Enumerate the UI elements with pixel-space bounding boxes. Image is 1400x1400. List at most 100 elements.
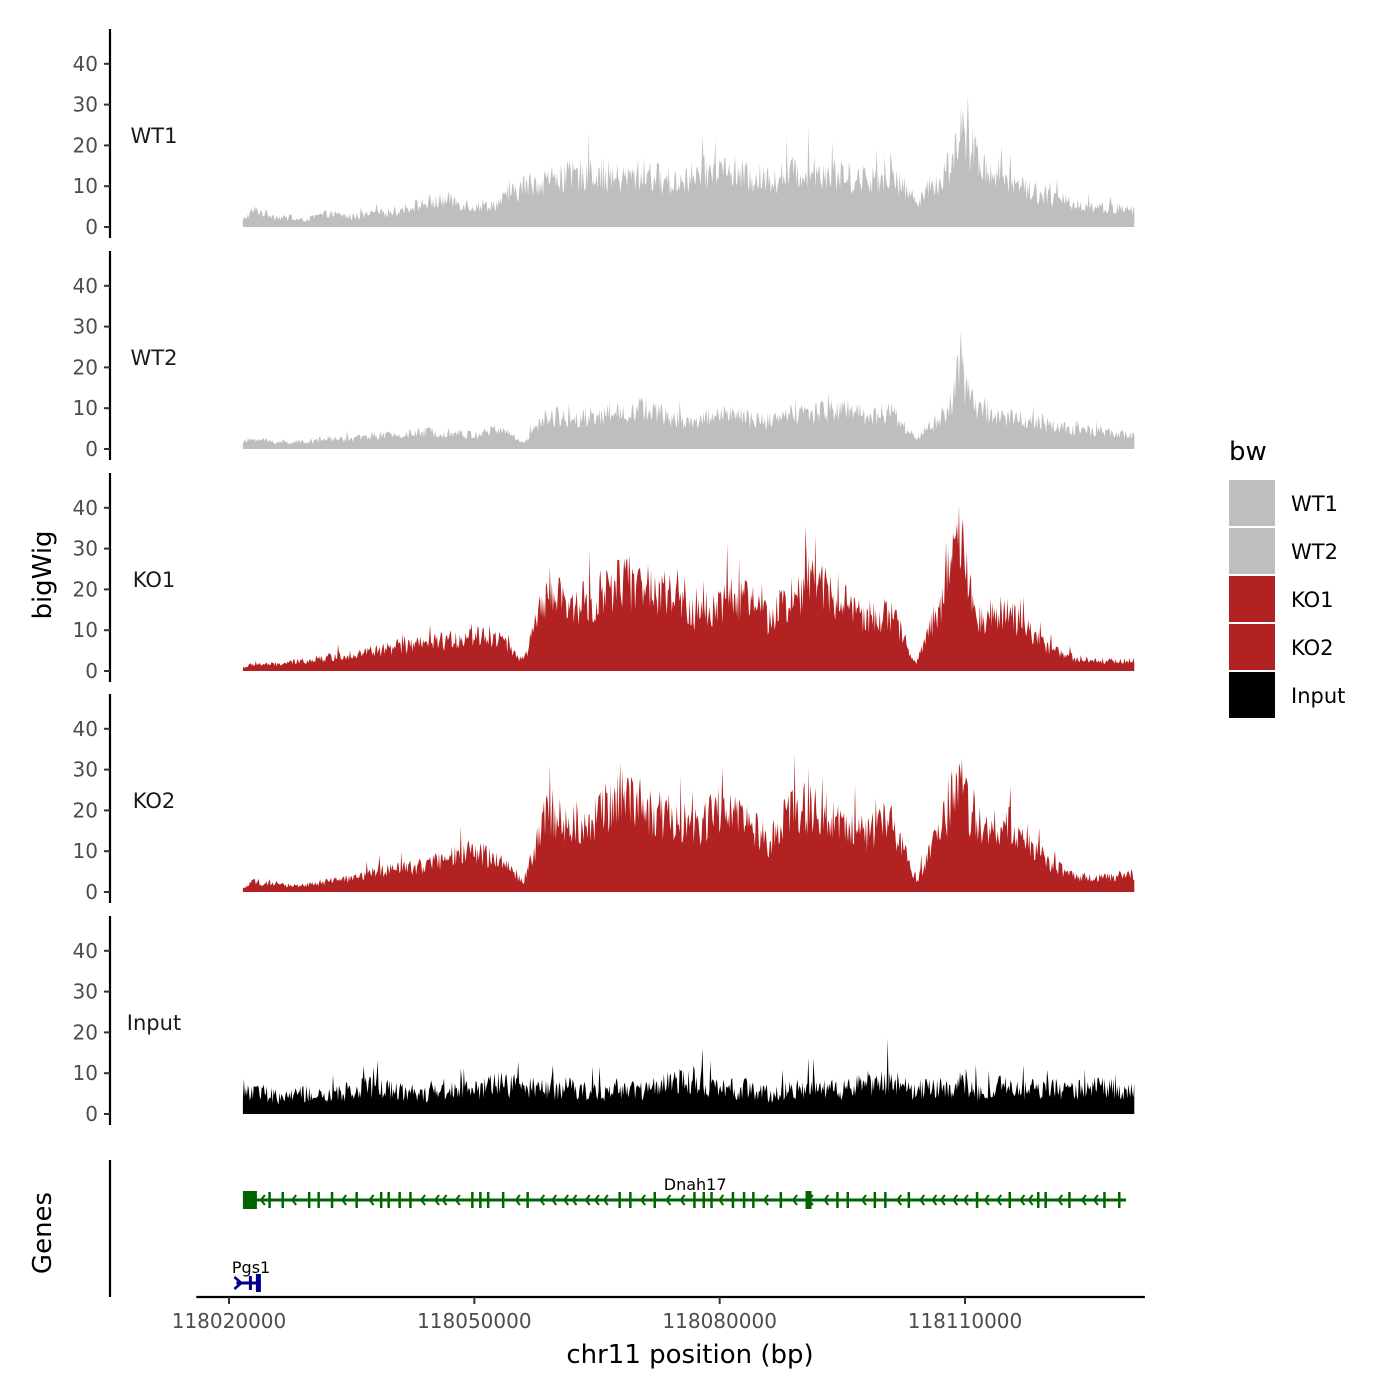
legend-title: bw (1229, 437, 1267, 467)
gene-exon (1118, 1192, 1121, 1208)
gene-exon (248, 1276, 252, 1290)
x-axis-title: chr11 position (bp) (566, 1340, 813, 1370)
gene-exon (501, 1192, 505, 1208)
coverage-area-ko1 (242, 504, 1135, 671)
legend-key-ko2 (1229, 624, 1275, 670)
gene-exon (355, 1192, 358, 1208)
y-tick-label: 40 (73, 52, 98, 76)
y-tick-label: 40 (73, 274, 98, 298)
legend-key-wt1 (1229, 480, 1275, 526)
strand-arrow (602, 1194, 609, 1206)
gene-exon (907, 1192, 911, 1208)
gene-exon (702, 1192, 705, 1208)
y-tick-label: 30 (73, 980, 98, 1004)
panel-label: WT2 (131, 346, 178, 370)
strand-arrow (665, 1194, 672, 1206)
strand-arrow (571, 1194, 578, 1206)
gene-exon (618, 1192, 621, 1208)
gene-exon (779, 1192, 783, 1208)
strand-arrow (562, 1194, 569, 1206)
gene-pgs1: Pgs1 (232, 1258, 270, 1292)
coverage-area-wt2 (242, 329, 1135, 449)
y-tick-label: 0 (85, 659, 98, 683)
strand-arrow (1092, 1194, 1099, 1206)
strand-arrow (433, 1194, 440, 1206)
y-tick-label: 30 (73, 315, 98, 339)
gene-exon (409, 1192, 412, 1208)
strand-arrow (514, 1194, 521, 1206)
y-tick-label: 40 (73, 939, 98, 963)
x-tick-label: 118020000 (172, 1309, 287, 1333)
legend-label-wt1: WT1 (1291, 492, 1338, 516)
strand-arrow (368, 1194, 375, 1206)
gene-exon (836, 1192, 839, 1208)
strand-arrow (896, 1194, 903, 1206)
strand-arrow (539, 1194, 546, 1206)
strand-arrow (1080, 1194, 1087, 1206)
gene-exon (710, 1192, 713, 1208)
legend-key-input (1229, 672, 1275, 718)
gene-exon (255, 1274, 261, 1292)
strand-arrow (931, 1194, 938, 1206)
coverage-area-input (242, 1038, 1135, 1114)
x-tick-label: 118050000 (417, 1309, 532, 1333)
x-axis: 118020000 118050000 118080000 118110000 (172, 1295, 1145, 1333)
gene-exon (1044, 1192, 1047, 1208)
gene-exon (1008, 1192, 1011, 1208)
strand-arrow (593, 1194, 600, 1206)
y-tick-label: 20 (73, 798, 98, 822)
coverage-panels: 0 10 20 30 40 WT1 0 10 20 30 40 WT2 0 10 20 30 40 KO1 0 10 2… (73, 29, 1135, 1126)
legend: bw WT1 WT2 KO1 KO2 Input (1229, 437, 1345, 718)
gene-exon (387, 1192, 390, 1208)
panel-wt1: 0 10 20 30 40 WT1 (73, 29, 1135, 239)
legend-label-wt2: WT2 (1291, 540, 1338, 564)
gene-exon (975, 1192, 979, 1208)
y-tick-label: 10 (73, 618, 98, 642)
strand-arrow (551, 1194, 558, 1206)
gene-exon (752, 1192, 755, 1208)
gene-exon (330, 1192, 334, 1208)
gene-exon (1103, 1192, 1106, 1208)
strand-arrow (419, 1194, 426, 1206)
strand-arrow (233, 1276, 244, 1290)
legend-label-ko2: KO2 (1291, 636, 1334, 660)
y-tick-label: 10 (73, 1061, 98, 1085)
panel-label: KO1 (133, 568, 176, 592)
gene-exon (281, 1192, 284, 1208)
gene-exon (268, 1192, 271, 1208)
panel-ko1: 0 10 20 30 40 KO1 (73, 473, 1135, 683)
strand-arrow (791, 1194, 798, 1206)
gene-exon (742, 1192, 746, 1208)
coverage-area-ko2 (242, 753, 1135, 892)
y-tick-label: 20 (73, 577, 98, 601)
strand-arrow (823, 1194, 830, 1206)
y-axis-title: bigWig (28, 530, 58, 619)
legend-label-input: Input (1291, 684, 1345, 708)
gene-exon (693, 1192, 696, 1208)
strand-arrow (1027, 1194, 1034, 1206)
y-tick-label: 10 (73, 174, 98, 198)
strand-arrow (679, 1194, 686, 1206)
gene-exon (731, 1192, 735, 1208)
y-tick-label: 10 (73, 396, 98, 420)
strand-arrow (860, 1194, 867, 1206)
gene-exon (1037, 1192, 1040, 1208)
gene-exon (471, 1192, 474, 1208)
y-tick-label: 0 (85, 437, 98, 461)
panel-wt2: 0 10 20 30 40 WT2 (73, 251, 1135, 461)
strand-arrow (290, 1194, 297, 1206)
gene-exon (1068, 1192, 1071, 1208)
y-tick-label: 40 (73, 496, 98, 520)
y-tick-label: 20 (73, 355, 98, 379)
legend-label-ko1: KO1 (1291, 588, 1334, 612)
y-tick-label: 10 (73, 839, 98, 863)
strand-arrow (718, 1194, 725, 1206)
gene-exon (846, 1192, 849, 1208)
x-tick-label: 118080000 (662, 1309, 777, 1333)
strand-arrow (919, 1194, 926, 1206)
gene-exon (873, 1192, 877, 1208)
panel-label: Input (127, 1011, 181, 1035)
strand-arrow (983, 1194, 990, 1206)
y-tick-label: 0 (85, 1102, 98, 1126)
strand-arrow (454, 1194, 461, 1206)
